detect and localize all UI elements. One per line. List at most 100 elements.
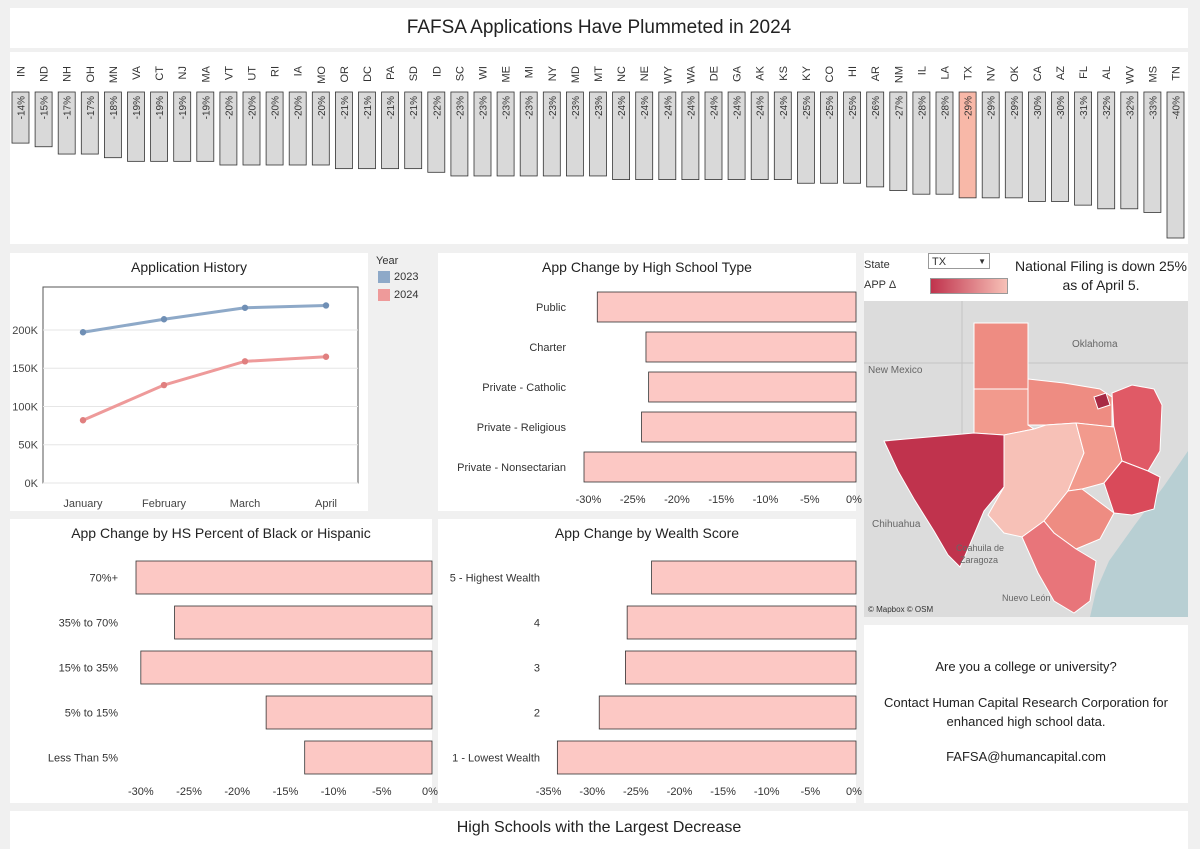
- state-bar-nh[interactable]: [57, 91, 76, 155]
- state-bar-vt[interactable]: [219, 91, 238, 166]
- history-point-2023[interactable]: [241, 304, 249, 311]
- state-bar-pa[interactable]: [381, 91, 400, 170]
- state-bar-me[interactable]: [496, 91, 515, 177]
- state-bar-ok[interactable]: [1004, 91, 1023, 199]
- state-bar-ny[interactable]: [542, 91, 561, 177]
- map-region-houston[interactable]: [1103, 460, 1161, 516]
- state-bar-sd[interactable]: [404, 91, 423, 170]
- state-bar-il[interactable]: [912, 91, 931, 195]
- state-bar-ma[interactable]: [196, 91, 215, 162]
- state-bar-ut[interactable]: [242, 91, 261, 166]
- wealth-bar[interactable]: [598, 695, 857, 730]
- history-point-2023[interactable]: [322, 302, 330, 309]
- state-bar-ri[interactable]: [265, 91, 284, 166]
- state-bar-wa[interactable]: [681, 91, 700, 180]
- state-dropdown[interactable]: TX ▼: [928, 253, 990, 269]
- legend-item-2024[interactable]: 2024: [378, 289, 418, 301]
- state-bar-dc[interactable]: [358, 91, 376, 170]
- state-bar-mi[interactable]: [519, 91, 538, 177]
- wealth-bar[interactable]: [626, 605, 857, 640]
- state-bar-ne[interactable]: [635, 91, 654, 180]
- state-bar-or[interactable]: [334, 91, 353, 170]
- map-region-west[interactable]: [883, 432, 1005, 568]
- history-xtick-label: April: [315, 498, 337, 510]
- contact-line-2: enhanced high school data.: [946, 714, 1106, 729]
- state-bar-in[interactable]: [11, 91, 30, 144]
- state-bar-co[interactable]: [820, 91, 838, 184]
- history-point-2024[interactable]: [241, 358, 249, 365]
- state-bar-hi[interactable]: [843, 91, 861, 184]
- wealth-bar[interactable]: [625, 650, 857, 685]
- state-value-label-or: -21%: [340, 96, 351, 119]
- history-point-2023[interactable]: [79, 329, 87, 336]
- history-point-2023[interactable]: [160, 316, 168, 323]
- state-label-oh: OH: [85, 66, 97, 83]
- state-bar-ak[interactable]: [750, 91, 769, 180]
- state-bar-va[interactable]: [127, 91, 145, 162]
- state-bar-wv[interactable]: [1120, 91, 1139, 210]
- state-bar-nv[interactable]: [981, 91, 1000, 199]
- hstype-bar[interactable]: [583, 451, 857, 483]
- state-label-al: AL: [1101, 66, 1113, 79]
- state-bar-id[interactable]: [427, 91, 446, 173]
- state-bar-nm[interactable]: [889, 91, 908, 191]
- state-bar-ca[interactable]: [1028, 91, 1046, 202]
- state-bar-nj[interactable]: [173, 91, 192, 162]
- state-bar-la[interactable]: [935, 91, 954, 195]
- state-bar-ky[interactable]: [797, 91, 815, 184]
- state-label-pa: PA: [385, 65, 397, 80]
- state-bar-sc[interactable]: [450, 91, 469, 177]
- map-region-dallas[interactable]: [1093, 392, 1111, 410]
- hstype-bar[interactable]: [596, 291, 857, 323]
- wealth-bar[interactable]: [651, 560, 857, 595]
- state-bar-ar[interactable]: [866, 91, 885, 188]
- state-bar-de[interactable]: [704, 91, 723, 180]
- map-region-panhandle-north[interactable]: [973, 322, 1029, 390]
- state-bar-oh[interactable]: [80, 91, 99, 155]
- state-bar-mt[interactable]: [589, 91, 607, 177]
- state-bar-wy[interactable]: [658, 91, 677, 180]
- hstype-bar[interactable]: [641, 411, 857, 443]
- state-bar-md[interactable]: [566, 91, 584, 177]
- state-label-ak: AK: [755, 65, 767, 80]
- state-bar-fl[interactable]: [1074, 91, 1092, 206]
- race-bar[interactable]: [135, 560, 433, 595]
- hstype-bar[interactable]: [645, 331, 857, 363]
- state-bar-ks[interactable]: [773, 91, 792, 180]
- contact-email-link[interactable]: FAFSA@humancapital.com: [946, 749, 1106, 764]
- hstype-bar[interactable]: [648, 371, 857, 403]
- history-point-2024[interactable]: [322, 353, 330, 360]
- history-point-2024[interactable]: [160, 381, 168, 389]
- state-bar-tn[interactable]: [1166, 91, 1185, 239]
- state-bar-wi[interactable]: [473, 91, 492, 177]
- map-region-panhandle-south[interactable]: [973, 388, 1036, 436]
- race-bar[interactable]: [265, 695, 433, 730]
- state-dropdown-value: TX: [932, 256, 947, 268]
- state-bar-tx[interactable]: [958, 91, 977, 199]
- state-bar-ct[interactable]: [150, 91, 169, 162]
- race-bar[interactable]: [174, 605, 433, 640]
- state-bar-al[interactable]: [1097, 91, 1116, 210]
- state-bar-ms[interactable]: [1143, 91, 1162, 213]
- state-bar-nd[interactable]: [34, 91, 53, 148]
- history-point-2024[interactable]: [79, 417, 87, 424]
- map-region-central[interactable]: [1067, 422, 1123, 492]
- state-value-label-ut: -20%: [248, 96, 259, 119]
- state-bar-az[interactable]: [1051, 91, 1069, 202]
- state-bar-ga[interactable]: [727, 91, 746, 180]
- state-bar-mn[interactable]: [104, 91, 122, 159]
- race-bar[interactable]: [140, 650, 433, 685]
- texas-map[interactable]: Oklahoma New Mexico Chihuahua Coahuila d…: [864, 301, 1188, 617]
- history-plot-frame: [42, 286, 359, 484]
- state-label-ia: IA: [293, 65, 305, 76]
- state-label-tn: TN: [1171, 66, 1183, 81]
- state-bar-mo[interactable]: [311, 91, 330, 166]
- state-value-label-ny: -23%: [548, 96, 559, 119]
- race-bar[interactable]: [304, 740, 433, 775]
- state-bar-nc[interactable]: [612, 91, 630, 180]
- state-bar-ia[interactable]: [288, 91, 307, 166]
- history-ytick-label: 150K: [12, 363, 38, 375]
- legend-item-2023[interactable]: 2023: [378, 271, 418, 283]
- wealth-bar[interactable]: [556, 740, 857, 775]
- map-region-south[interactable]: [1021, 520, 1097, 614]
